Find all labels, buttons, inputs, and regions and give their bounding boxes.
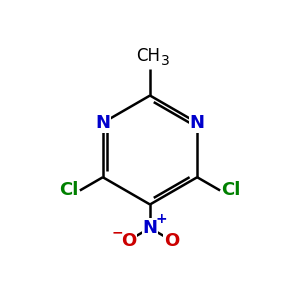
Text: N: N: [190, 114, 205, 132]
Text: Cl: Cl: [222, 182, 241, 200]
Text: Cl: Cl: [59, 182, 78, 200]
Text: −: −: [111, 225, 123, 239]
Text: N: N: [142, 219, 158, 237]
Text: CH: CH: [136, 46, 160, 64]
Text: N: N: [95, 114, 110, 132]
Text: O: O: [121, 232, 136, 250]
Text: 3: 3: [161, 54, 170, 68]
Text: O: O: [164, 232, 179, 250]
Text: +: +: [155, 212, 167, 226]
